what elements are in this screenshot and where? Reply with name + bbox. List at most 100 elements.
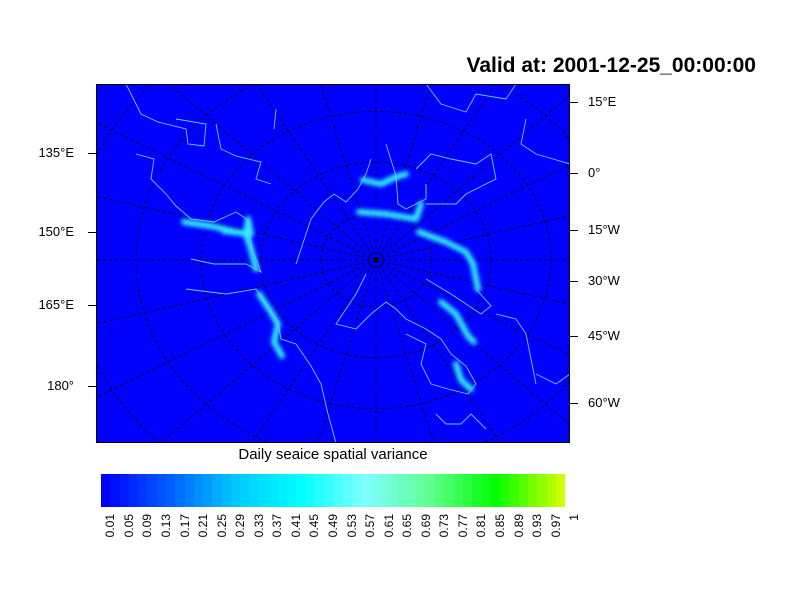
colorbar-box [425,474,436,507]
colorbar-tick-label: 0.61 [381,514,396,538]
colorbar-box [277,474,287,507]
colorbar-box [527,474,538,507]
colorbar-box [212,474,222,507]
colorbar-tick-label: 0.25 [214,514,229,538]
colorbar-box [435,474,445,507]
meridian-line [317,259,377,443]
lon-label-15w: 15°W [588,222,620,237]
colorbar-box [509,474,519,507]
colorbar-box [147,474,157,507]
colorbar-tick-label: 0.57 [363,514,378,538]
colorbar-box [416,474,426,507]
polar-map [96,84,570,443]
meridian-line [375,94,570,261]
colorbar-box [453,474,463,507]
colorbar-tick-label: 0.97 [548,514,563,538]
colorbar-box [221,474,231,507]
colorbar-box [490,474,501,507]
colorbar-box [295,474,306,507]
colorbar-box [258,474,269,507]
colorbar-tick-label: 0.65 [400,514,415,538]
lon-label-45w: 45°W [588,328,620,343]
parallel-line [320,212,432,308]
meridian-line [160,259,377,443]
colorbar-box [175,474,185,507]
meridian-line [96,122,377,261]
colorbar-box [193,474,204,507]
meridian-line [375,259,570,356]
colorbar-tick-label: 0.13 [158,514,173,538]
colorbar-box [249,474,259,507]
colorbar-tick-label: 0.73 [437,514,452,538]
colorbar-box [286,474,296,507]
colorbar-box [203,474,213,507]
colorbar-tick-label: 0.77 [455,514,470,538]
lon-label-180: 180° [47,378,74,393]
colorbar-tick-label: 0.29 [233,514,248,538]
colorbar-tick-label: 0.17 [177,514,192,538]
colorbar-tick-label: 0.49 [326,514,340,538]
meridian-line [320,84,377,261]
colorbar-box [379,474,389,507]
lon-label-165e: 165°E [38,297,74,312]
colorbar-box [323,474,334,507]
colorbar-tick-label: 0.21 [196,514,211,538]
meridian-line [375,259,501,443]
meridian-line [96,259,377,398]
colorbar-box [370,474,380,507]
colorbar-box [230,474,241,507]
colorbar-tick-label: 0.93 [530,514,545,538]
colorbar-box [314,474,324,507]
colorbar-box [537,474,547,507]
colorbar-tick-label: 0.69 [418,514,433,538]
colorbar-box [333,474,343,507]
coastlines [125,84,570,443]
colorbar [101,474,566,507]
colorbar-tick-label: 0.37 [270,514,285,538]
meridian-line [251,259,377,443]
lon-label-150e: 150°E [38,224,74,239]
colorbar-box [110,474,120,507]
parallel-line [135,84,570,443]
colorbar-box [518,474,528,507]
colorbar-box [388,474,398,507]
colorbar-tick-label: 0.01 [103,514,118,538]
colorbar-box [268,474,278,507]
parallel-line [260,161,492,359]
colorbar-labels: 0.01 0.05 0.09 0.13 0.17 0.21 0.25 0.29 0.33 0.37… [101,514,581,554]
colorbar-box [128,474,139,507]
lon-label-15e: 15°E [588,94,617,109]
meridian-line [375,164,570,261]
colorbar-tick-label: 0.89 [511,514,526,538]
colorbar-box [407,474,417,507]
colorbar-box [546,474,556,507]
colorbar-box [184,474,194,507]
colorbar-tick-label: 0.81 [474,514,489,538]
colorbar-box [398,474,408,507]
colorbar-tick-label: 0.05 [121,514,136,538]
colorbar-box [500,474,510,507]
colorbar-box [156,474,166,507]
colorbar-box [351,474,361,507]
plot-title: Valid at: 2001-12-25_00:00:00 [466,54,756,77]
colorbar-tick-label: 1 [567,514,582,521]
colorbar-tick-label: 0.09 [140,514,155,538]
parallel-line [200,110,552,410]
colorbar-box [444,474,454,507]
colorbar-box [555,474,566,507]
colorbar-box [165,474,176,507]
colorbar-box [342,474,352,507]
colorbar-box [481,474,491,507]
colorbar-box [360,474,371,507]
sea-ice-field [96,84,570,443]
colorbar-box [472,474,482,507]
colorbar-tick-label: 0.85 [493,514,508,538]
meridian-line [375,259,435,443]
colorbar-tick-label: 0.45 [307,514,322,538]
colorbar-box [101,474,111,507]
colorbar-box [119,474,129,507]
colorbar-tick-label: 0.41 [288,514,303,538]
colorbar-box [305,474,315,507]
colorbar-box [462,474,473,507]
lon-label-135e: 135°E [38,145,74,160]
